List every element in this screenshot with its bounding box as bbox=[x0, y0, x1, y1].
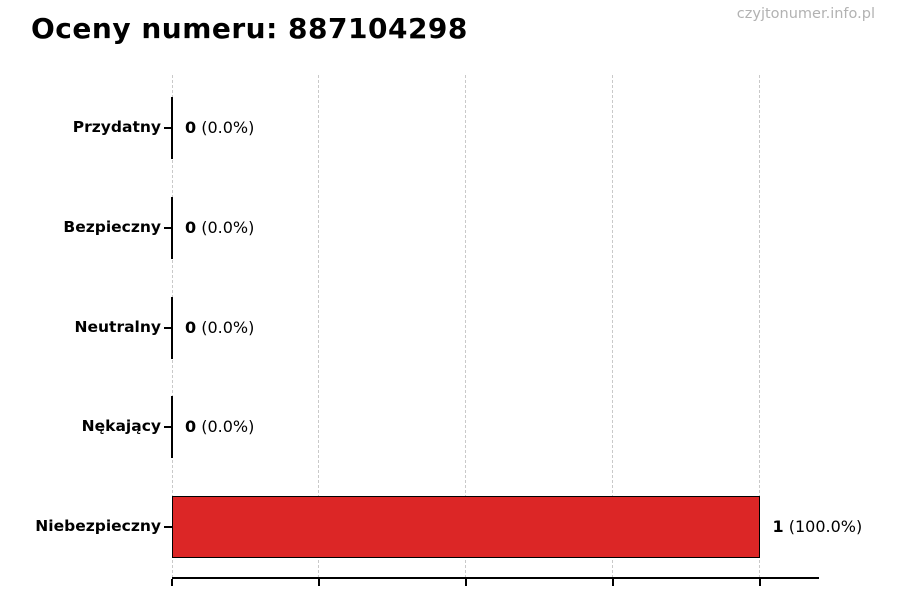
y-axis-tick bbox=[164, 526, 172, 529]
value-percent: (0.0%) bbox=[196, 417, 255, 437]
x-axis-tick bbox=[611, 579, 614, 586]
chart-title: Oceny numeru: 887104298 bbox=[31, 12, 468, 45]
zero-bar bbox=[171, 196, 173, 259]
value-percent: (0.0%) bbox=[196, 118, 255, 137]
x-axis-tick bbox=[171, 579, 173, 586]
value-label: 0 (0.0%) bbox=[185, 217, 255, 237]
gridline bbox=[318, 75, 320, 578]
value-count: 0 bbox=[185, 317, 197, 337]
value-label: 1 (100.0%) bbox=[773, 519, 863, 535]
category-label: Nękający bbox=[81, 417, 161, 436]
value-count: 1 bbox=[772, 517, 784, 537]
y-axis-tick bbox=[164, 326, 172, 329]
value-percent: (100.0%) bbox=[783, 517, 863, 537]
category-label: Bezpieczny bbox=[63, 217, 161, 236]
y-axis-tick bbox=[164, 127, 172, 129]
value-count: 0 bbox=[185, 217, 197, 237]
zero-bar bbox=[171, 396, 173, 459]
value-label: 0 (0.0%) bbox=[185, 317, 255, 337]
category-label: Neutralny bbox=[74, 317, 161, 336]
gridline bbox=[759, 75, 760, 578]
x-axis-tick bbox=[464, 579, 467, 586]
watermark-link[interactable]: czyjtonumer.info.pl bbox=[736, 6, 875, 22]
y-axis-tick bbox=[164, 226, 172, 229]
category-label: Niebezpieczny bbox=[35, 517, 161, 536]
value-percent: (0.0%) bbox=[196, 217, 255, 237]
zero-bar bbox=[171, 97, 173, 159]
zero-bar bbox=[171, 296, 173, 359]
gridline bbox=[465, 75, 467, 578]
x-axis-tick bbox=[758, 579, 761, 586]
bar bbox=[172, 496, 760, 559]
value-label: 0 (0.0%) bbox=[185, 419, 254, 435]
gridline bbox=[612, 75, 614, 578]
y-axis-tick bbox=[164, 426, 172, 429]
value-count: 0 bbox=[185, 118, 197, 137]
x-axis-tick bbox=[317, 579, 320, 586]
value-percent: (0.0%) bbox=[196, 317, 255, 337]
value-count: 0 bbox=[185, 417, 197, 437]
category-label: Przydatny bbox=[72, 118, 161, 136]
x-axis-line bbox=[172, 577, 819, 579]
value-label: 0 (0.0%) bbox=[185, 120, 254, 136]
